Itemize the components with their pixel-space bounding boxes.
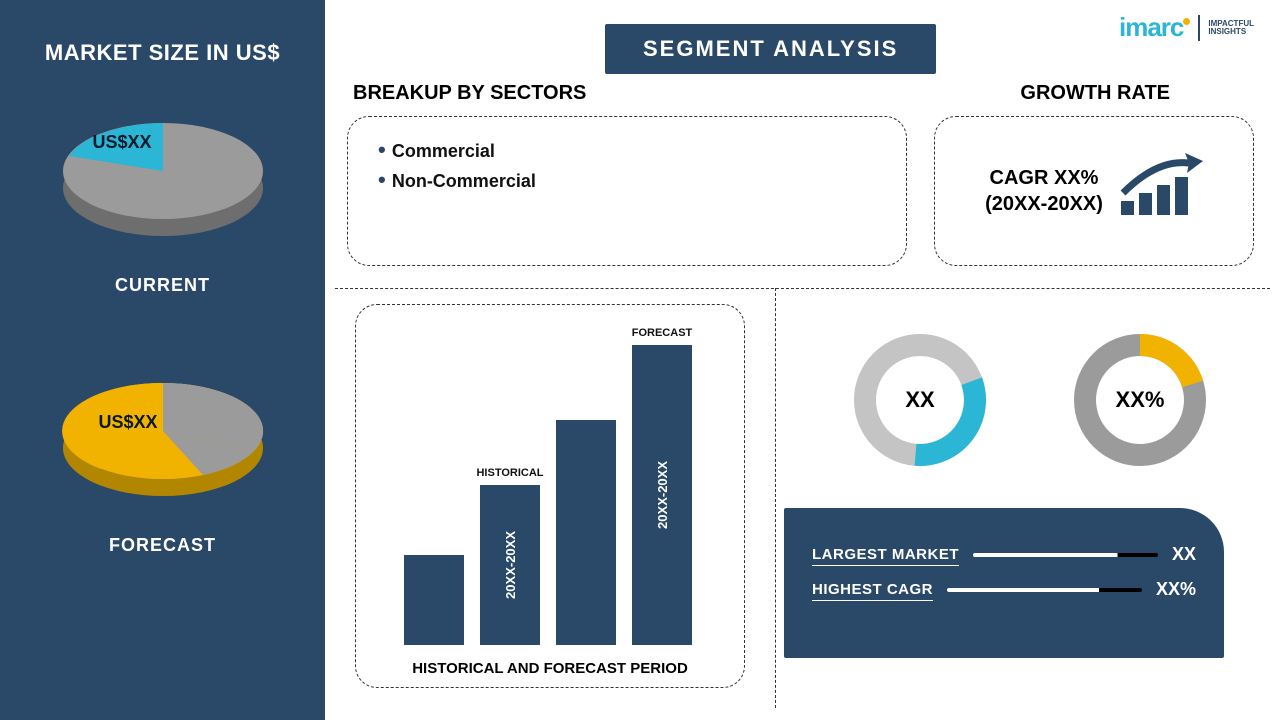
- info-value: XX%: [1156, 579, 1196, 600]
- donut-xx-pct: XX%: [1070, 330, 1210, 470]
- left-panel: MARKET SIZE IN US$ US$XX CURRENT: [0, 0, 325, 720]
- infographic-root: MARKET SIZE IN US$ US$XX CURRENT: [0, 0, 1280, 720]
- donut-center: XX: [850, 330, 990, 470]
- donut-center: XX%: [1070, 330, 1210, 470]
- donut-xx: XX: [850, 330, 990, 470]
- logo-separator: [1198, 15, 1200, 41]
- info-value: XX: [1172, 544, 1196, 565]
- historical-chart-title: HISTORICAL AND FORECAST PERIOD: [356, 660, 744, 677]
- info-label: LARGEST MARKET: [812, 546, 959, 563]
- sectors-box: Commercial Non-Commercial: [347, 116, 907, 266]
- progress-bar: [973, 553, 1158, 557]
- growth-title: GROWTH RATE: [1020, 82, 1170, 105]
- bar: 20XX-20XXFORECAST: [632, 345, 692, 645]
- info-box: LARGEST MARKET XX HIGHEST CAGR XX%: [784, 508, 1224, 658]
- info-row-cagr: HIGHEST CAGR XX%: [812, 579, 1196, 600]
- progress-bar: [947, 588, 1142, 592]
- pie-current-chart: US$XX: [53, 96, 273, 261]
- right-panel: SEGMENT ANALYSIS imarc IMPACTFUL INSIGHT…: [325, 0, 1280, 720]
- pie-forecast: US$XX FORECAST: [53, 356, 273, 556]
- pie-current: US$XX CURRENT: [53, 96, 273, 296]
- pie-current-label: CURRENT: [115, 275, 210, 296]
- logo-dot-icon: [1183, 18, 1190, 25]
- bar-chart: 20XX-20XXHISTORICAL 20XX-20XXFORECAST: [404, 345, 692, 645]
- info-label: HIGHEST CAGR: [812, 581, 933, 598]
- list-item: Commercial: [378, 137, 882, 163]
- bar: [404, 555, 464, 645]
- pie-forecast-chart: US$XX: [53, 356, 273, 521]
- page-title: SEGMENT ANALYSIS: [605, 24, 936, 74]
- pie-current-value: US$XX: [93, 132, 152, 153]
- bar: 20XX-20XXHISTORICAL: [480, 485, 540, 645]
- divider-horizontal: [335, 288, 1270, 289]
- info-row-largest: LARGEST MARKET XX: [812, 544, 1196, 565]
- growth-box: CAGR XX% (20XX-20XX): [934, 116, 1254, 266]
- sectors-list: Commercial Non-Commercial: [378, 137, 882, 193]
- divider-vertical: [775, 288, 776, 708]
- bar: [556, 420, 616, 645]
- logo-subtitle: IMPACTFUL INSIGHTS: [1208, 20, 1254, 36]
- list-item: Non-Commercial: [378, 167, 882, 193]
- brand-logo: imarc IMPACTFUL INSIGHTS: [1119, 12, 1254, 43]
- historical-chart-box: 20XX-20XXHISTORICAL 20XX-20XXFORECAST HI…: [355, 304, 745, 688]
- growth-icon: [1117, 153, 1203, 229]
- pie-forecast-value: US$XX: [99, 412, 158, 433]
- left-panel-title: MARKET SIZE IN US$: [45, 40, 280, 66]
- pie-forecast-label: FORECAST: [109, 535, 216, 556]
- sectors-title: BREAKUP BY SECTORS: [353, 82, 586, 105]
- growth-text: CAGR XX% (20XX-20XX): [985, 165, 1103, 217]
- logo-text: imarc: [1119, 12, 1183, 43]
- donut-row: XX XX%: [850, 330, 1210, 470]
